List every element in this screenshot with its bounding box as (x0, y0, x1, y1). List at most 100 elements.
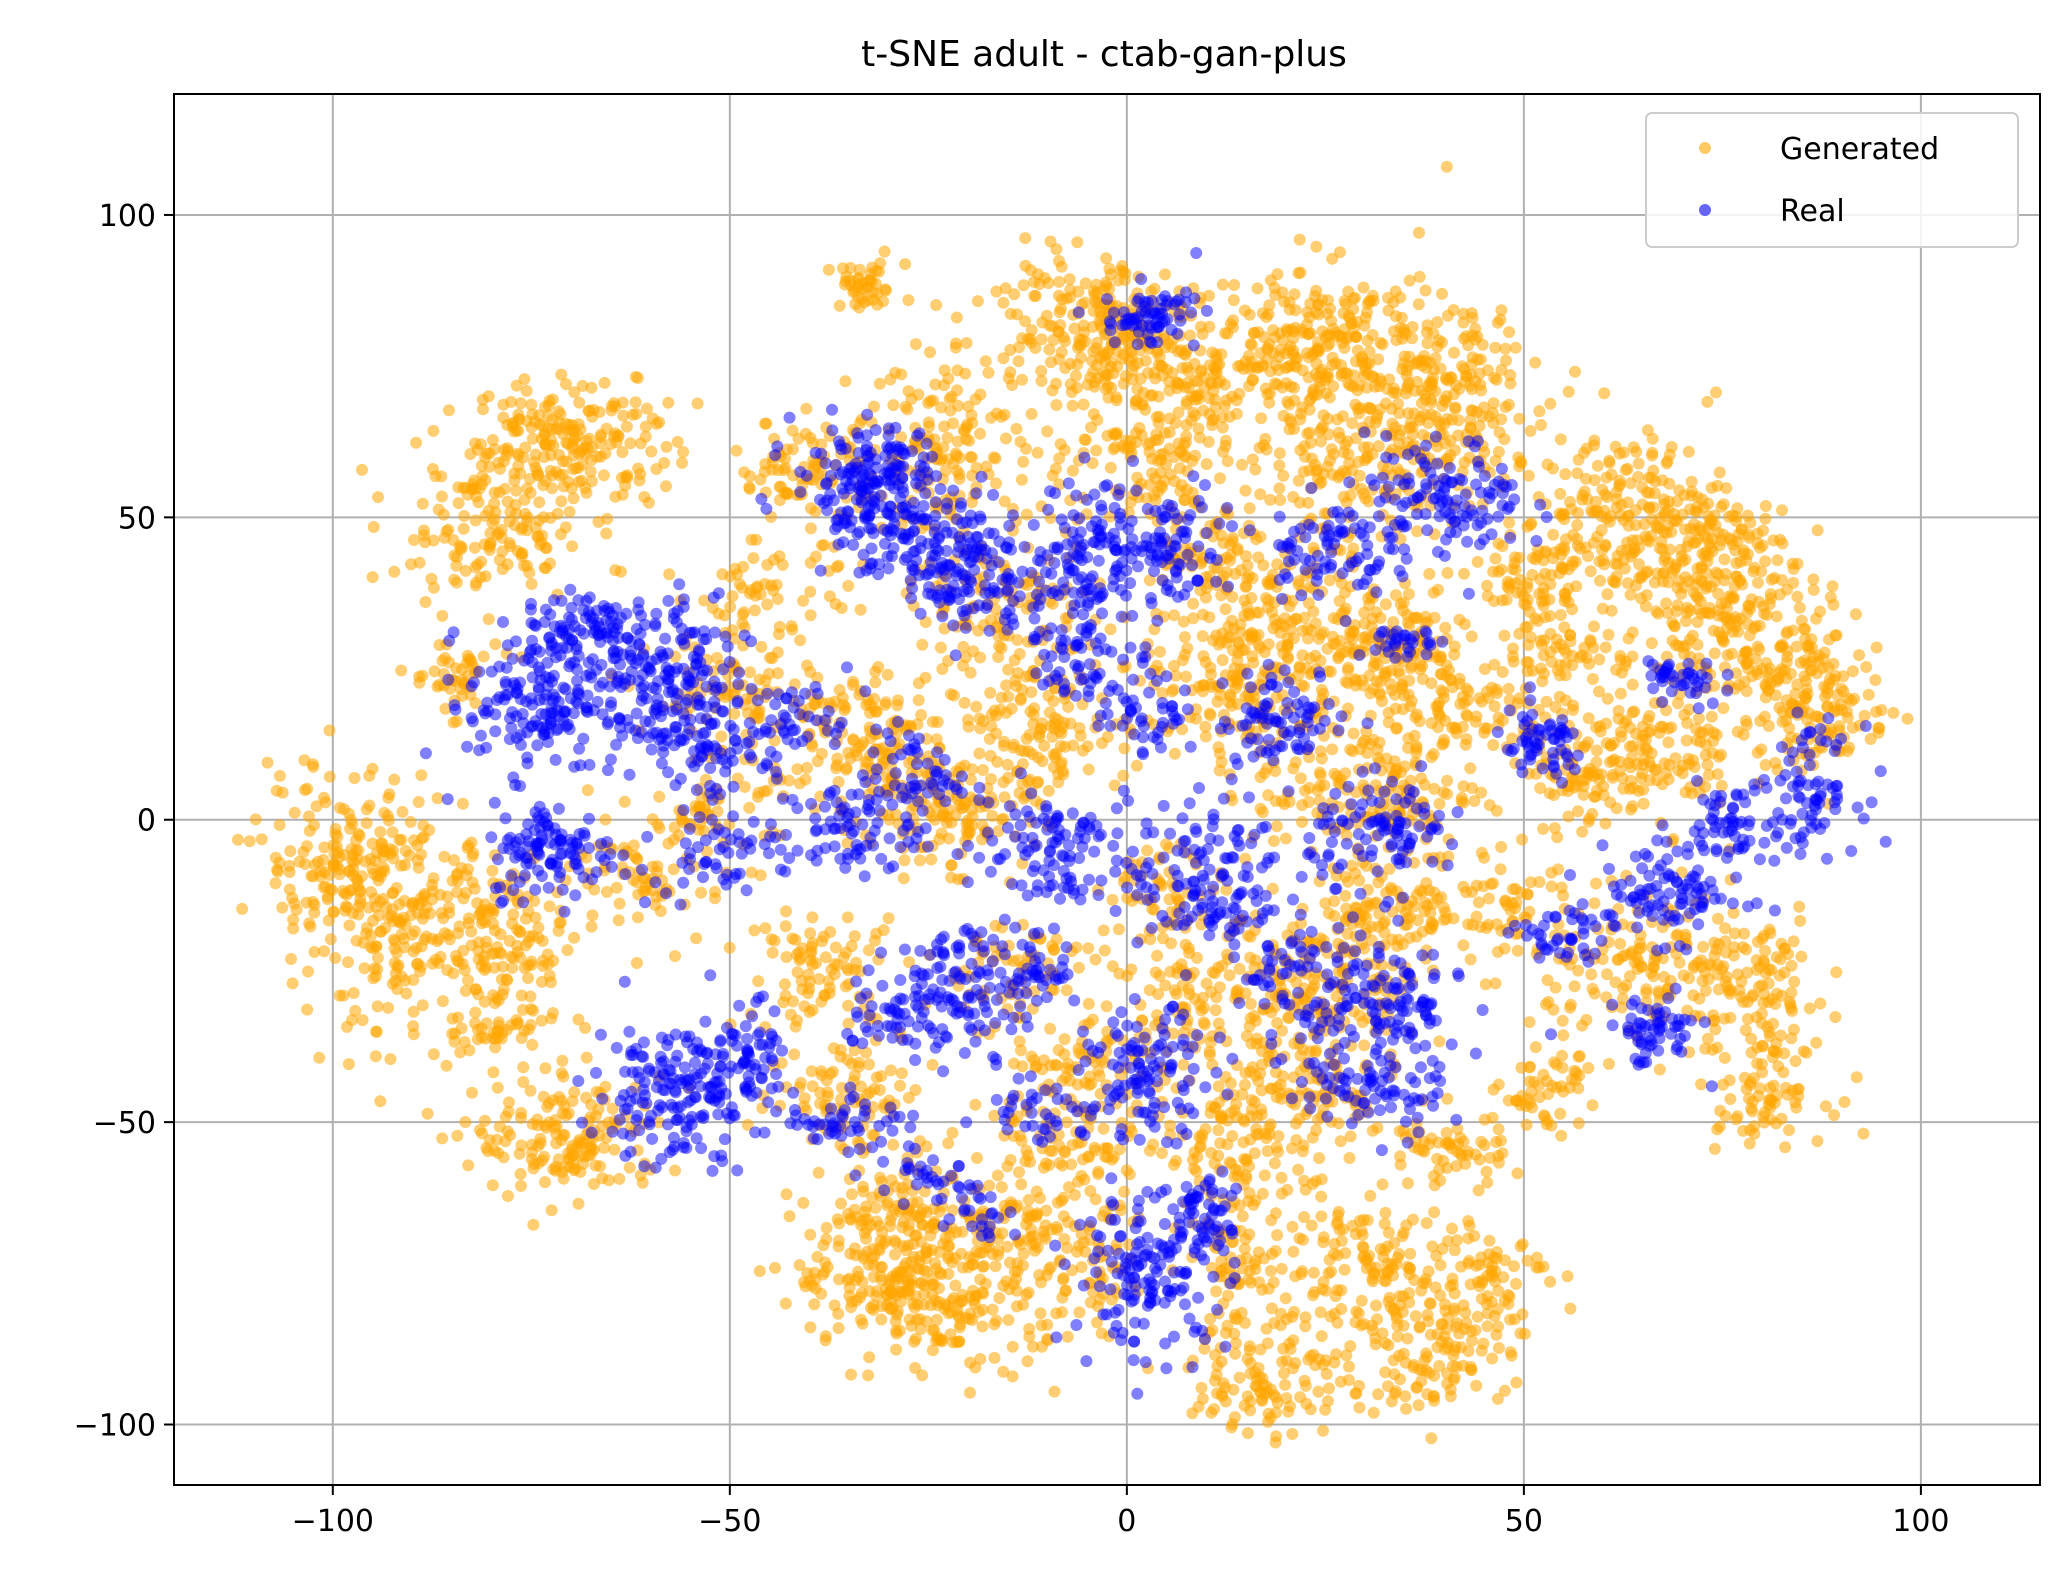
scatter-point (1224, 631, 1237, 644)
scatter-point (1000, 679, 1013, 692)
scatter-point (454, 543, 467, 556)
scatter-point (1343, 457, 1356, 470)
scatter-point (1431, 316, 1444, 329)
scatter-point (585, 920, 598, 933)
scatter-point (1481, 722, 1494, 735)
scatter-point (1656, 778, 1669, 791)
scatter-point (1454, 698, 1467, 710)
scatter-point (999, 282, 1012, 295)
scatter-point (1666, 616, 1679, 629)
scatter-point (427, 534, 440, 547)
scatter-point (388, 565, 401, 578)
scatter-point (1014, 435, 1027, 448)
scatter-point (417, 819, 430, 832)
scatter-point (1598, 387, 1611, 400)
scatter-point (909, 338, 922, 351)
scatter-point (478, 1114, 491, 1127)
scatter-point (995, 410, 1008, 423)
scatter-point (1387, 382, 1400, 395)
scatter-point (1449, 402, 1462, 415)
scatter-point (587, 1178, 600, 1190)
scatter-point (1466, 312, 1479, 324)
scatter-point (964, 666, 977, 679)
scatter-point (1719, 1110, 1732, 1122)
scatter-point (1309, 367, 1322, 380)
scatter-point (1325, 314, 1338, 327)
scatter-point (488, 443, 501, 456)
scatter-point (271, 865, 284, 878)
scatter-point (1010, 422, 1023, 435)
scatter-point (1743, 629, 1756, 642)
scatter-point (982, 366, 995, 379)
scatter-point (462, 974, 474, 987)
scatter-point (1790, 640, 1803, 653)
scatter-point (293, 855, 306, 868)
scatter-point (899, 258, 912, 271)
scatter-point (1372, 876, 1385, 889)
scatter-point (379, 922, 392, 935)
scatter-point (1016, 373, 1028, 386)
scatter-point (372, 874, 385, 887)
scatter-point (1444, 673, 1457, 686)
scatter-point (905, 393, 918, 405)
scatter-point (1116, 352, 1129, 365)
scatter-point (1196, 630, 1209, 643)
scatter-point (1338, 294, 1351, 307)
scatter-point (1645, 637, 1658, 650)
scatter-point (853, 417, 866, 430)
scatter-point (1302, 496, 1315, 509)
scatter-point (501, 1190, 514, 1202)
scatter-point (1741, 618, 1754, 631)
scatter-point (369, 1050, 382, 1063)
scatter-point (1326, 743, 1339, 756)
scatter-point (1082, 763, 1095, 776)
scatter-point (1439, 621, 1452, 634)
scatter-point (567, 492, 580, 505)
scatter-point (1700, 567, 1713, 580)
scatter-point (1235, 359, 1247, 372)
scatter-point (726, 590, 739, 603)
scatter-point (1278, 612, 1291, 625)
scatter-point (1343, 312, 1356, 325)
scatter-point (786, 623, 799, 636)
scatter-point (1588, 474, 1601, 487)
scatter-point (510, 1018, 523, 1031)
scatter-point (1789, 1055, 1802, 1068)
scatter-point (1327, 612, 1340, 624)
scatter-point (1679, 571, 1692, 584)
scatter-point (1783, 1124, 1795, 1137)
scatter-point (624, 437, 637, 450)
scatter-point (1759, 555, 1772, 568)
scatter-point (1770, 610, 1783, 623)
scatter-point (506, 917, 519, 930)
scatter-point (417, 831, 430, 843)
scatter-point (974, 427, 986, 440)
scatter-point (1019, 232, 1032, 245)
scatter-point (1032, 751, 1045, 764)
scatter-point (366, 571, 379, 584)
scatter-point (1676, 767, 1689, 780)
scatter-point (1059, 362, 1072, 374)
scatter-point (1172, 406, 1185, 419)
scatter-point (1402, 407, 1415, 420)
scatter-point (1689, 536, 1702, 549)
scatter-point (243, 835, 256, 848)
scatter-point (1718, 1012, 1731, 1025)
scatter-point (512, 449, 525, 462)
scatter-point (474, 1124, 486, 1136)
scatter-point (386, 977, 399, 990)
scatter-point (371, 951, 384, 964)
scatter-point (764, 651, 776, 664)
scatter-point (1557, 1029, 1570, 1042)
scatter-point (1682, 445, 1695, 458)
scatter-point (1287, 491, 1300, 503)
scatter-point (1053, 255, 1065, 267)
scatter-point (1413, 270, 1426, 283)
scatter-point (1494, 313, 1507, 326)
scatter-point (938, 364, 951, 377)
scatter-point (1341, 435, 1354, 448)
scatter-point (1449, 722, 1462, 735)
scatter-point (1251, 282, 1264, 295)
scatter-point (1323, 337, 1336, 350)
scatter-point (1257, 360, 1269, 373)
